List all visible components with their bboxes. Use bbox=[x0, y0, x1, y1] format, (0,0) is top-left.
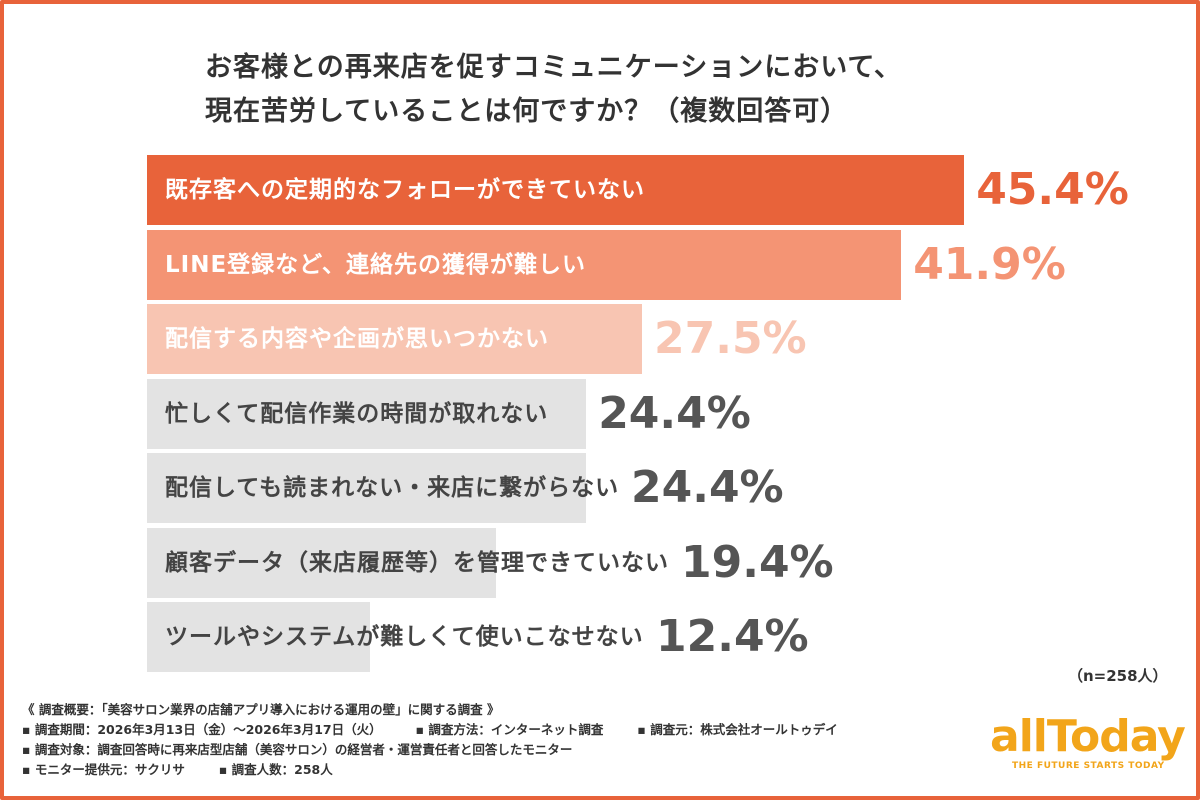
bar bbox=[147, 229, 902, 300]
bar-category-label: 配信する内容や企画が思いつかない bbox=[165, 326, 549, 352]
bar-value-label: 12.4% bbox=[656, 611, 809, 662]
survey-monitor: ▪ モニター提供元：サクリサ bbox=[22, 762, 185, 777]
bar-category-label: 顧客データ（来店履歴等）を管理できていない bbox=[165, 549, 669, 576]
bar bbox=[147, 527, 497, 598]
bar bbox=[147, 304, 642, 374]
bar-category-label: 既存客への定期的なフォローができていない bbox=[165, 177, 645, 203]
survey-target: ▪ 調査対象：調査回答時に再来店型店舗（美容サロン）の経営者・運営責任者と回答し… bbox=[22, 742, 573, 757]
bar-value-label: 27.5% bbox=[654, 313, 807, 364]
bar-category-label: 忙しくて配信作業の時間が取れない bbox=[165, 400, 549, 427]
survey-respondents: ▪ 調査人数：258人 bbox=[218, 762, 333, 777]
sample-size-note: （n=258人） bbox=[1068, 667, 1168, 685]
survey-period: ▪ 調査期間：2026年3月13日（金）〜2026年3月17日（火） bbox=[22, 722, 382, 737]
logo-wordmark: allToday bbox=[990, 711, 1186, 762]
survey-footer: 《 調査概要：「美容サロン業界の店舗アプリ導入における運用の壁」に関する調査 》… bbox=[22, 700, 962, 780]
bar-category-label: LINE登録など、連絡先の獲得が難しい bbox=[165, 251, 587, 278]
survey-row-4: ▪ モニター提供元：サクリサ ▪ 調査人数：258人 bbox=[22, 760, 962, 780]
bar-value-label: 41.9% bbox=[913, 238, 1066, 290]
survey-row-1: ▪ 調査期間：2026年3月13日（金）〜2026年3月17日（火） ▪ 調査方法… bbox=[22, 720, 962, 740]
bar bbox=[147, 453, 587, 523]
bar-category-label: 配信しても読まれない・来店に繋がらない bbox=[165, 475, 620, 501]
chart-title-line2: 現在苦労していることは何ですか？（複数回答可） bbox=[205, 96, 849, 127]
bar bbox=[147, 378, 587, 449]
company-logo: allToday THE FUTURE STARTS TODAY bbox=[990, 715, 1190, 785]
bar-value-label: 24.4% bbox=[598, 387, 751, 439]
bar-category-label: ツールやシステムが難しくて使いこなせない bbox=[165, 624, 644, 650]
bar-value-label: 19.4% bbox=[681, 536, 834, 588]
logo-tagline: THE FUTURE STARTS TODAY bbox=[1012, 761, 1165, 771]
survey-organizer: ▪ 調査元：株式会社オールトゥデイ bbox=[637, 722, 838, 737]
bar-value-label: 24.4% bbox=[631, 462, 784, 513]
chart-title-line1: お客様との再来店を促すコミュニケーションにおいて、 bbox=[205, 52, 903, 83]
survey-title: 《 調査概要：「美容サロン業界の店舗アプリ導入における運用の壁」に関する調査 》 bbox=[22, 702, 500, 717]
bar bbox=[147, 602, 371, 672]
chart-title: お客様との再来店を促すコミュニケーションにおいて、 現在苦労していることは何です… bbox=[205, 46, 1105, 134]
bar bbox=[147, 155, 965, 225]
bar-value-label: 45.4% bbox=[976, 164, 1129, 215]
survey-method: ▪ 調査方法：インターネット調査 bbox=[415, 722, 604, 737]
